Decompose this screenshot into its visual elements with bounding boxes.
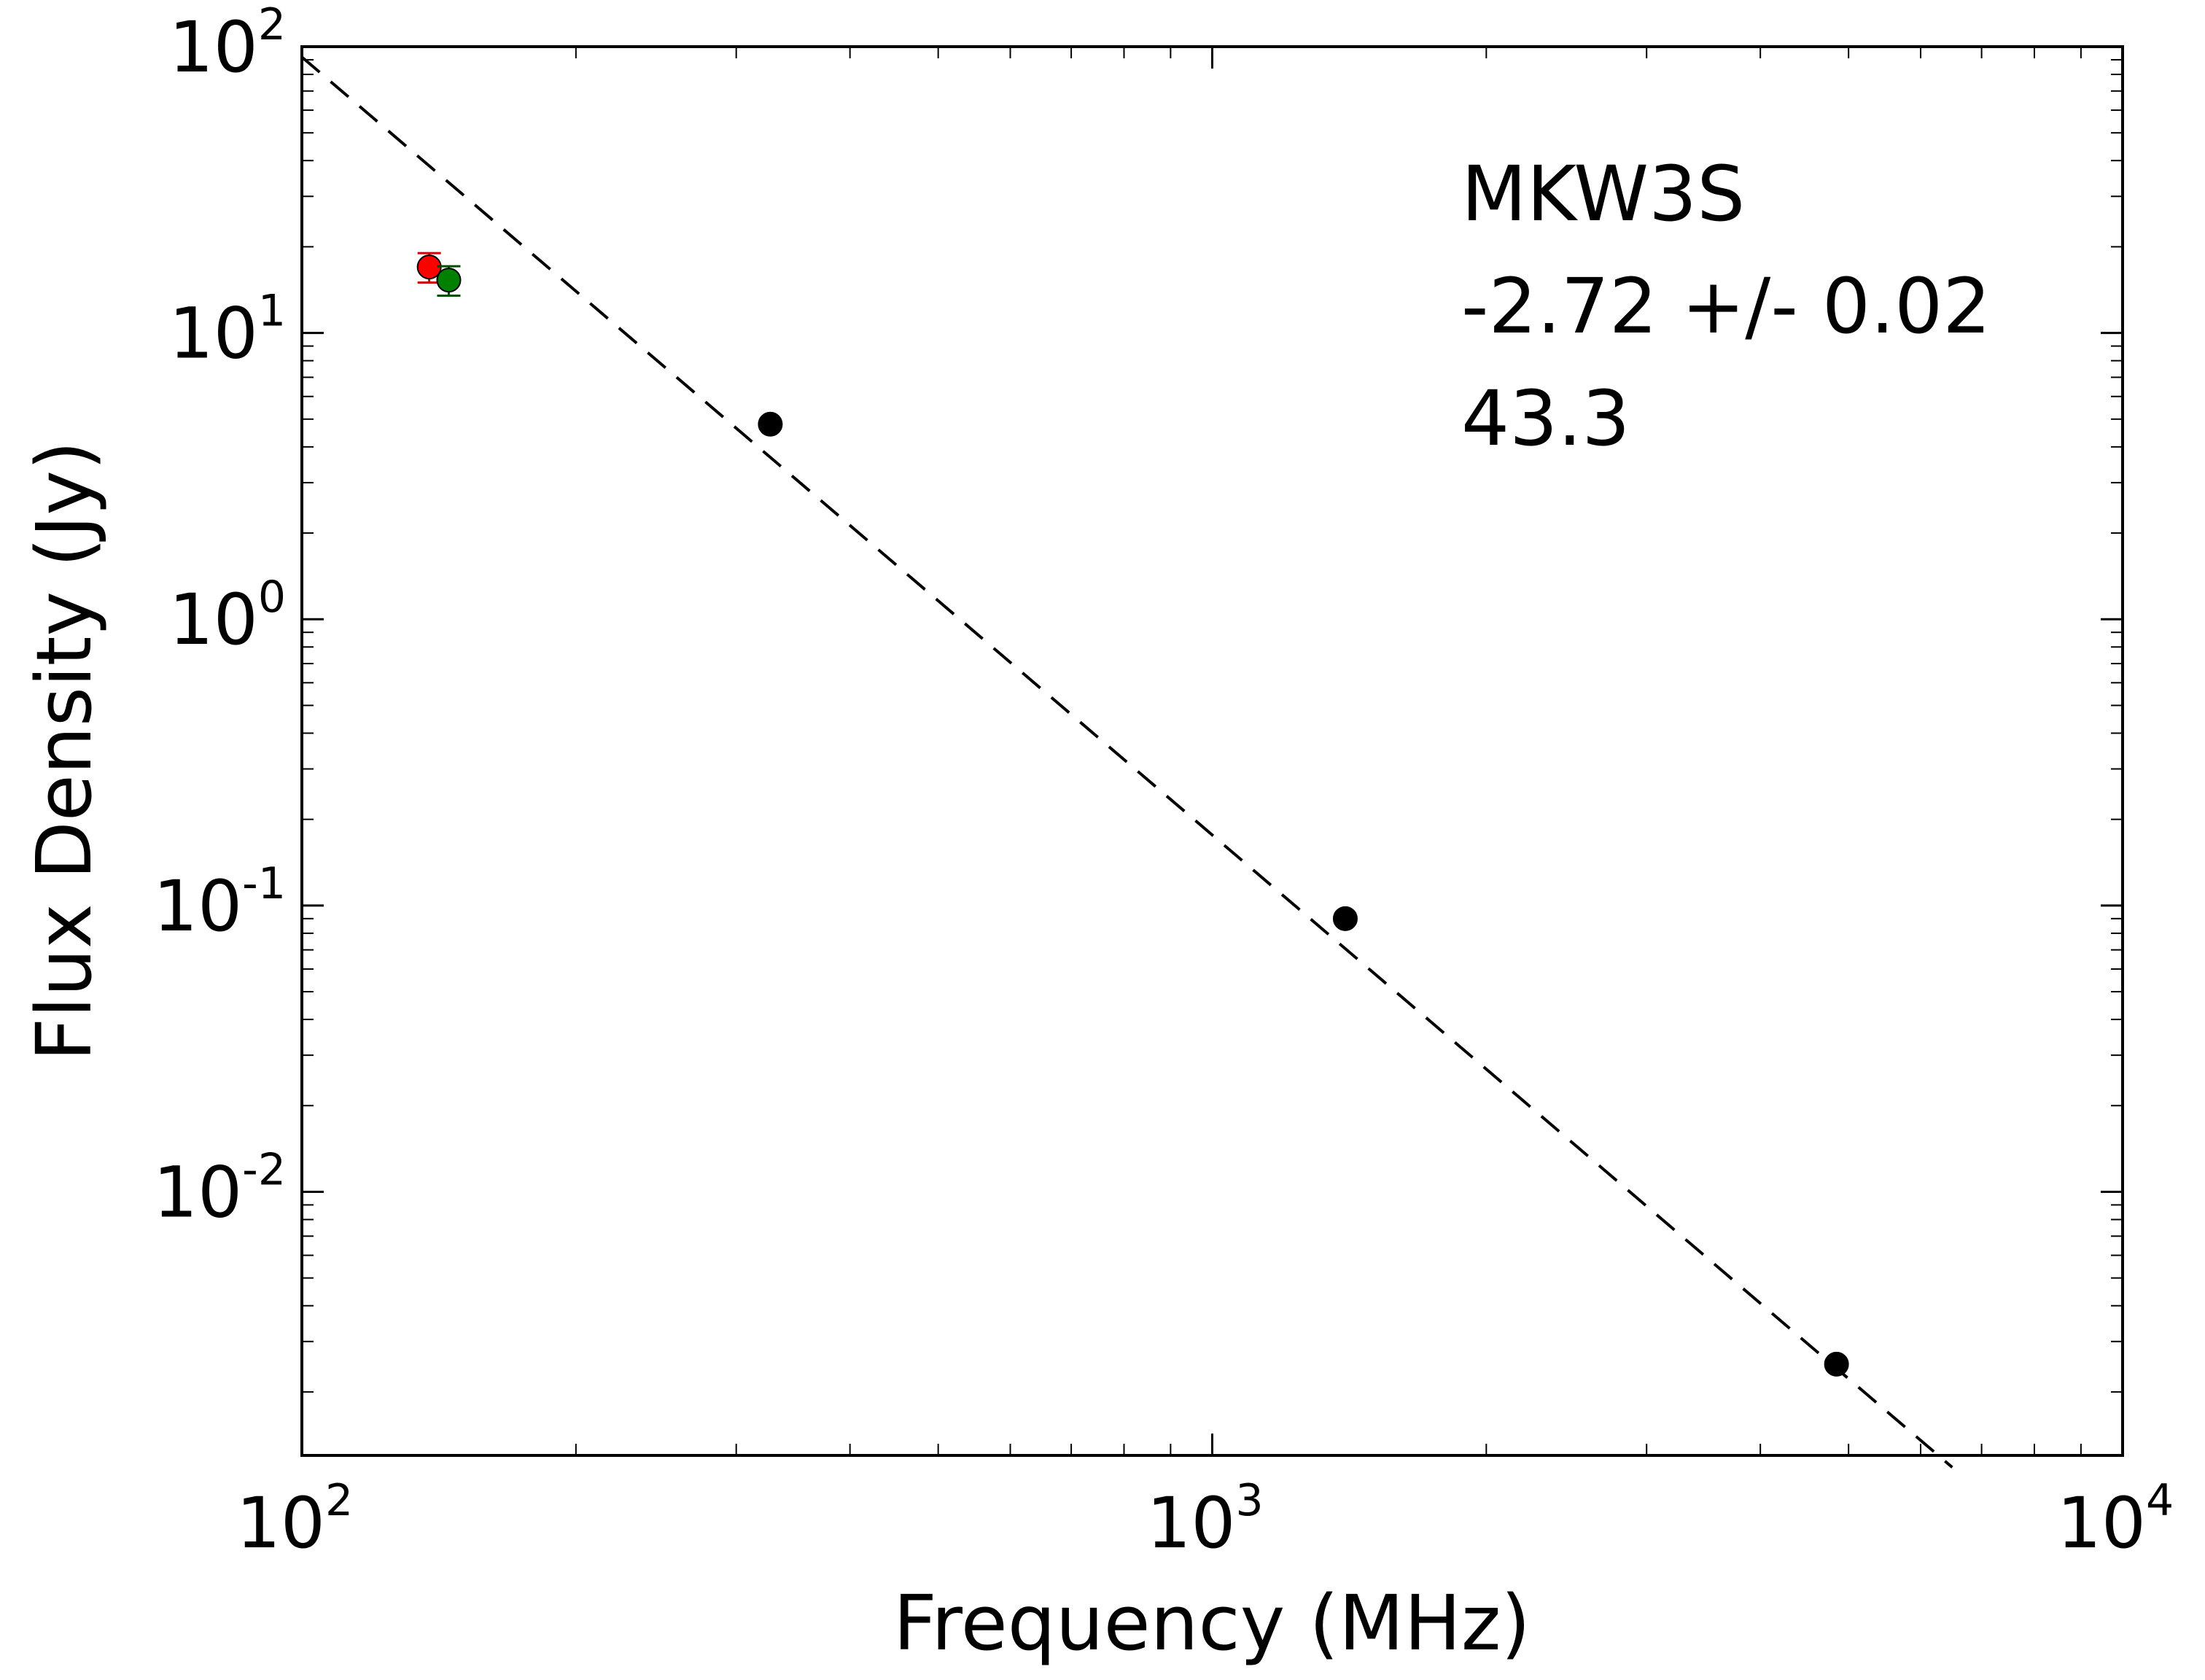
y-tick-label: 10-2	[153, 1144, 286, 1233]
data-point	[758, 411, 783, 437]
x-tick-label: 104	[2057, 1475, 2174, 1564]
data-point	[1824, 1351, 1849, 1377]
minor-ticks	[302, 47, 2123, 1455]
plot-frame	[300, 45, 2124, 1457]
annotation-source-name: MKW3S	[1461, 149, 1745, 238]
data-point	[1332, 906, 1358, 931]
fit-layer	[300, 55, 1953, 1469]
annotation-spectral-index: -2.72 +/- 0.02	[1461, 262, 1991, 351]
x-tick-label: 102	[236, 1475, 353, 1564]
x-tick-label: 103	[1146, 1475, 1263, 1564]
annotation-value: 43.3	[1461, 374, 1630, 463]
y-tick-labels: 102 101 100 10-1 10-2	[153, 0, 286, 1233]
fit-line	[300, 55, 1953, 1469]
x-axis-title: Frequency (MHz)	[893, 1579, 1531, 1668]
data-point	[436, 268, 462, 293]
annotation-block: MKW3S -2.72 +/- 0.02 43.3	[1461, 149, 1991, 463]
data-points	[416, 252, 1849, 1377]
y-tick-label: 101	[169, 286, 286, 375]
y-tick-label: 102	[169, 0, 286, 88]
y-tick-label: 10-1	[153, 858, 286, 947]
y-axis-title: Flux Density (Jy)	[20, 440, 109, 1061]
y-tick-label: 100	[169, 572, 286, 661]
x-tick-labels: 102 103 104	[236, 1475, 2174, 1564]
